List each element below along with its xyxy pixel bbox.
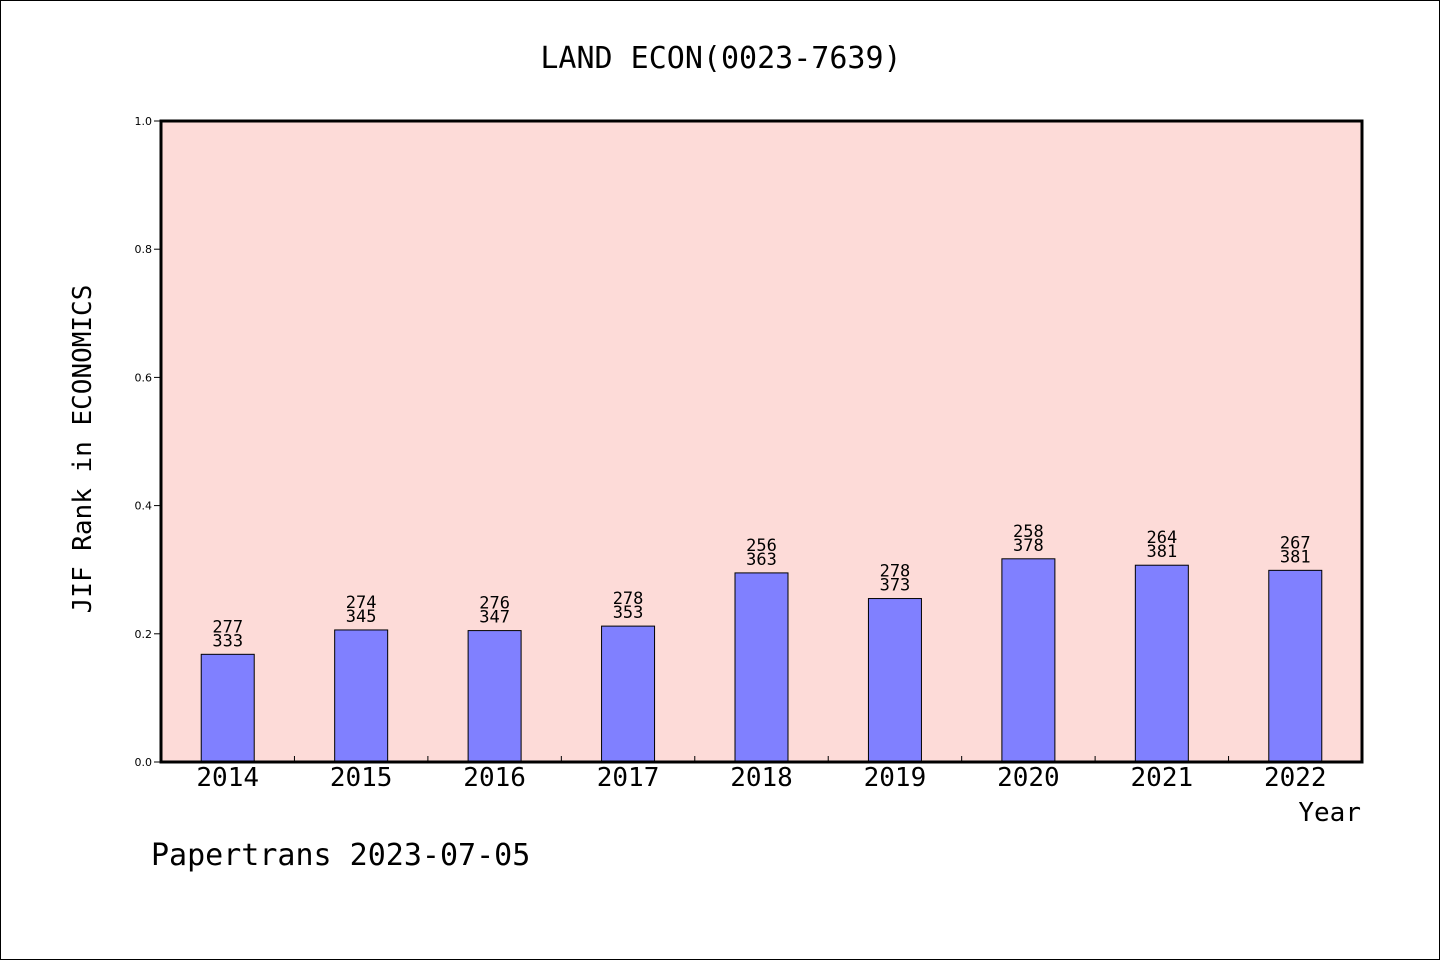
y-axis-label: JIF Rank in ECONOMICS <box>68 285 98 614</box>
y-tick-label: 0.0 <box>135 756 153 769</box>
bar-2014 <box>200 653 255 763</box>
rank-label: 278 <box>613 589 644 609</box>
y-tick-label: 0.6 <box>135 371 153 384</box>
rank-label: 264 <box>1146 528 1177 548</box>
total-label: 378 <box>1013 536 1044 556</box>
total-label: 381 <box>1280 547 1311 567</box>
total-label: 373 <box>880 576 911 596</box>
bar-2022 <box>1268 569 1323 763</box>
total-label: 333 <box>212 631 243 651</box>
x-tick-label: 2016 <box>463 763 526 793</box>
x-tick-label: 2018 <box>730 763 793 793</box>
bar-2016 <box>467 630 522 763</box>
y-tick-label: 0.2 <box>135 628 153 641</box>
x-axis-label: Year <box>1298 798 1361 828</box>
total-label: 353 <box>613 603 644 623</box>
bar-2015 <box>334 629 389 763</box>
rank-label: 278 <box>880 562 911 582</box>
chart-title: LAND ECON(0023-7639) <box>540 41 901 76</box>
x-tick-label: 2015 <box>330 763 393 793</box>
total-label: 363 <box>746 550 777 570</box>
data-labels-group: 2773332743452763472783532563632783732583… <box>212 522 1310 652</box>
rank-label: 277 <box>212 617 243 637</box>
x-tick-label: 2019 <box>864 763 927 793</box>
bar-2020 <box>1001 558 1056 763</box>
x-tick-label: 2022 <box>1264 763 1327 793</box>
y-tick-label: 1.0 <box>135 115 153 128</box>
bar-2017 <box>601 625 656 763</box>
y-tick-label: 0.8 <box>135 243 153 256</box>
rank-label: 274 <box>346 593 377 613</box>
total-label: 381 <box>1146 542 1177 562</box>
x-tick-label: 2017 <box>597 763 660 793</box>
x-tick-label: 2021 <box>1131 763 1194 793</box>
footer-text: Papertrans 2023-07-05 <box>151 838 530 873</box>
x-axis: 2014 2015 2016 2017 2018 2019 2020 2021 2022 <box>196 756 1327 793</box>
rank-label: 256 <box>746 536 777 556</box>
y-tick-label: 0.4 <box>135 500 153 513</box>
y-axis: 0.0 0.2 0.4 0.6 0.8 1.0 <box>135 115 161 769</box>
bar-2019 <box>867 598 922 763</box>
bar-2018 <box>734 572 789 763</box>
total-label: 345 <box>346 607 377 627</box>
x-tick-label: 2020 <box>997 763 1060 793</box>
plot-border <box>159 119 1364 764</box>
rank-label: 276 <box>479 594 510 614</box>
rank-label: 267 <box>1280 533 1311 553</box>
bar-2021 <box>1134 564 1189 763</box>
rank-label: 258 <box>1013 522 1044 542</box>
bars-group <box>200 558 1323 763</box>
x-tick-label: 2014 <box>196 763 259 793</box>
total-label: 347 <box>479 608 510 628</box>
